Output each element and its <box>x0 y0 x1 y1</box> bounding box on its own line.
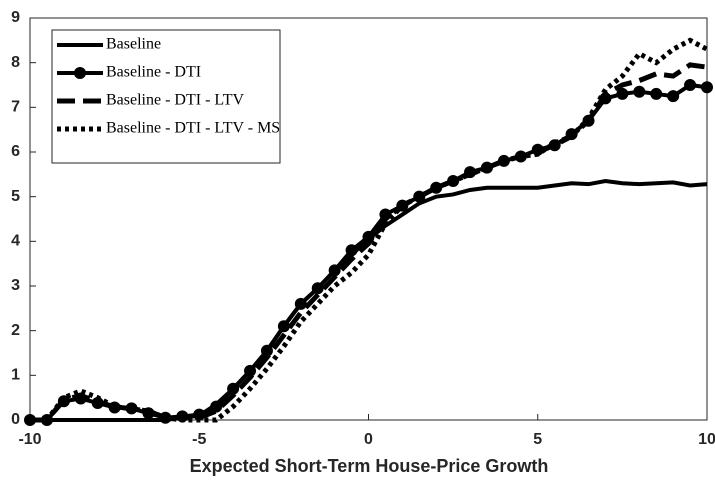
point-marker <box>684 79 697 91</box>
point-marker <box>277 320 290 333</box>
x-axis-label: Expected Short-Term House-Price Growth <box>190 456 549 476</box>
point-marker <box>633 85 646 98</box>
y-tick-label: 8 <box>11 54 20 71</box>
point-marker <box>345 244 358 257</box>
y-tick-label: 1 <box>11 367 20 384</box>
point-marker <box>328 264 341 277</box>
y-tick-label: 6 <box>11 143 20 160</box>
legend-label: Baseline <box>106 36 161 53</box>
series-line <box>30 179 708 422</box>
series-line <box>30 62 708 423</box>
legend-label: Baseline - DTI - LTV - MS <box>106 120 280 137</box>
x-tick-label: 10 <box>698 431 715 448</box>
point-marker <box>650 87 663 100</box>
series-line <box>30 37 709 423</box>
point-marker <box>701 81 713 94</box>
point-marker <box>616 87 629 100</box>
y-tick-label: 2 <box>11 322 20 339</box>
point-marker <box>667 90 680 103</box>
point-marker <box>379 208 392 221</box>
y-tick-label: 5 <box>11 188 20 205</box>
legend-box <box>51 29 281 164</box>
y-tick-label: 3 <box>11 277 20 294</box>
point-marker <box>294 297 307 310</box>
x-tick-label: -10 <box>18 431 41 448</box>
y-tick-label: 0 <box>11 411 20 428</box>
legend-label: Baseline - DTI - LTV <box>106 92 244 109</box>
point-marker <box>260 344 273 357</box>
x-tick-label: 5 <box>533 431 542 448</box>
y-tick-label: 9 <box>11 9 20 26</box>
legend-label: Baseline - DTI <box>106 64 201 81</box>
point-marker <box>311 282 324 295</box>
point-marker <box>227 382 240 395</box>
y-tick-label: 7 <box>11 99 20 116</box>
legend-marker <box>74 67 86 79</box>
y-tick-label: 4 <box>11 233 20 250</box>
x-tick-label: 0 <box>364 431 373 448</box>
x-tick-label: -5 <box>192 431 206 448</box>
point-marker <box>244 364 257 377</box>
